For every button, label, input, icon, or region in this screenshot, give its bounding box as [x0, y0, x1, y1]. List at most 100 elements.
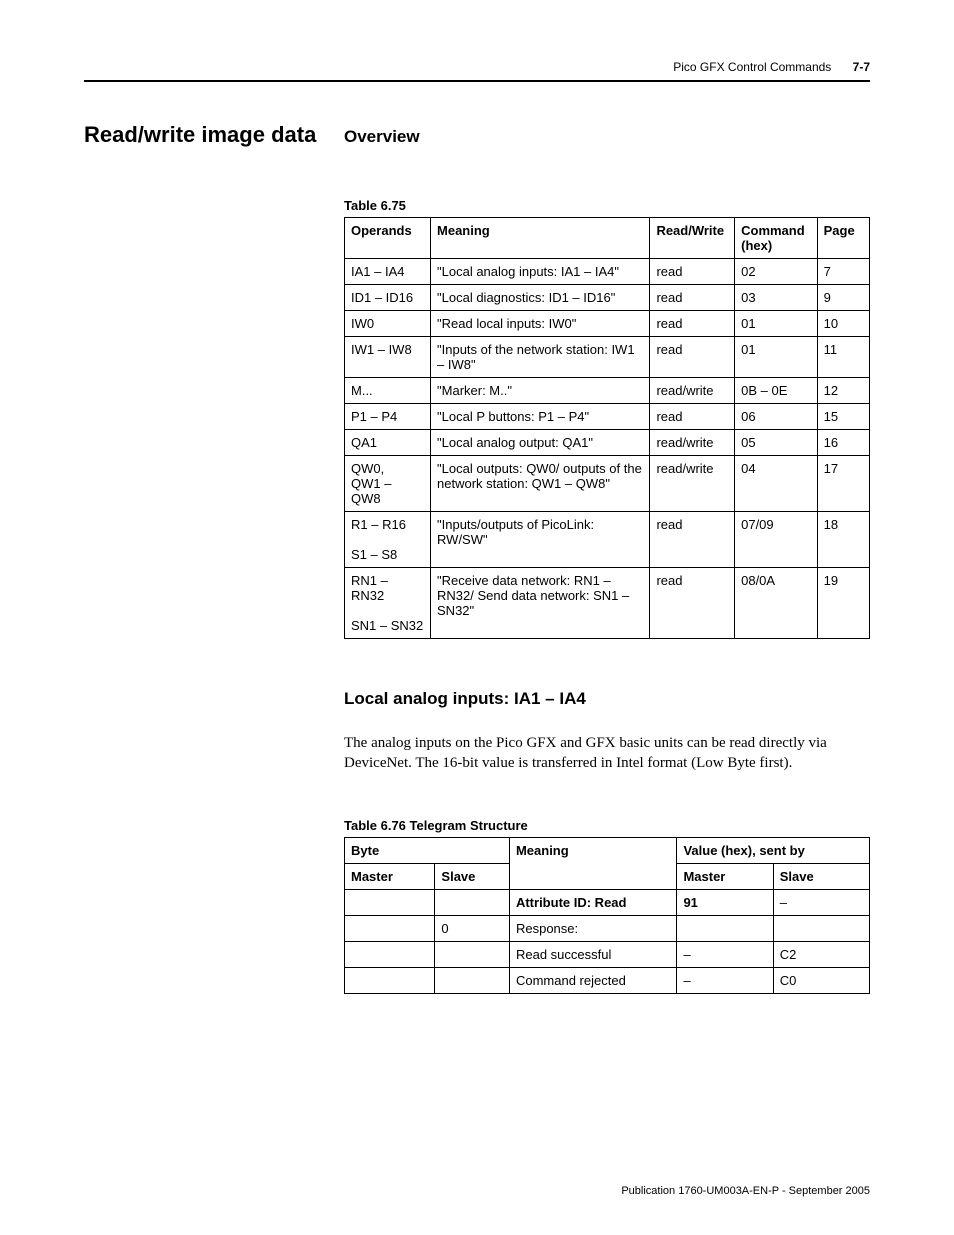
table-cell: –: [773, 889, 869, 915]
table-cell: 11: [817, 337, 869, 378]
table-cell: R1 – R16 S1 – S8: [345, 512, 431, 568]
table-row: QW0, QW1 – QW8"Local outputs: QW0/ outpu…: [345, 456, 870, 512]
table-cell: read: [650, 285, 735, 311]
table-cell: –: [677, 941, 773, 967]
th-meaning: Meaning: [509, 837, 676, 889]
table-cell: Command rejected: [509, 967, 676, 993]
table-cell: "Receive data network: RN1 – RN32/ Send …: [431, 568, 650, 639]
running-header: Pico GFX Control Commands 7-7: [84, 60, 870, 74]
table-cell: read: [650, 512, 735, 568]
table-676: Byte Meaning Value (hex), sent by Master…: [344, 837, 870, 994]
th-val-master: Master: [677, 863, 773, 889]
table-cell: 12: [817, 378, 869, 404]
table-cell: "Local diagnostics: ID1 – ID16": [431, 285, 650, 311]
table-cell: [345, 889, 435, 915]
title-row: Read/write image data Overview: [84, 122, 870, 148]
table-cell: 06: [735, 404, 818, 430]
content-column: Table 6.75 Operands Meaning Read/Write C…: [344, 198, 870, 994]
overview-title: Overview: [344, 127, 420, 147]
subsection-title: Local analog inputs: IA1 – IA4: [344, 689, 870, 709]
table-row: IA1 – IA4"Local analog inputs: IA1 – IA4…: [345, 259, 870, 285]
table-cell: RN1 – RN32 SN1 – SN32: [345, 568, 431, 639]
table-cell: 91: [677, 889, 773, 915]
table-cell: "Local analog inputs: IA1 – IA4": [431, 259, 650, 285]
table-cell: "Inputs of the network station: IW1 – IW…: [431, 337, 650, 378]
table-row: Attribute ID: Read91–: [345, 889, 870, 915]
table-row: P1 – P4"Local P buttons: P1 – P4"read061…: [345, 404, 870, 430]
table-cell: read/write: [650, 378, 735, 404]
table-cell: read: [650, 259, 735, 285]
table-cell: C2: [773, 941, 869, 967]
table-row: M..."Marker: M.."read/write0B – 0E12: [345, 378, 870, 404]
table-cell: read: [650, 568, 735, 639]
table-cell: read: [650, 404, 735, 430]
table-cell: [345, 941, 435, 967]
table-cell: [345, 915, 435, 941]
table-header-row: Operands Meaning Read/Write Command (hex…: [345, 218, 870, 259]
table-cell: [345, 967, 435, 993]
table-row: QA1"Local analog output: QA1"read/write0…: [345, 430, 870, 456]
th-page: Page: [817, 218, 869, 259]
table-cell: 05: [735, 430, 818, 456]
table-cell: 0: [435, 915, 510, 941]
th-value: Value (hex), sent by: [677, 837, 870, 863]
table-row: Read successful–C2: [345, 941, 870, 967]
table-cell: 07/09: [735, 512, 818, 568]
header-rule: [84, 80, 870, 82]
table-cell: "Local P buttons: P1 – P4": [431, 404, 650, 430]
th-byte: Byte: [345, 837, 510, 863]
table-cell: "Local analog output: QA1": [431, 430, 650, 456]
table-cell: 10: [817, 311, 869, 337]
table-676-caption: Table 6.76 Telegram Structure: [344, 818, 870, 833]
table-cell: 0B – 0E: [735, 378, 818, 404]
table-cell: [435, 941, 510, 967]
table-cell: "Marker: M..": [431, 378, 650, 404]
table-row: IW1 – IW8"Inputs of the network station:…: [345, 337, 870, 378]
table-cell: ID1 – ID16: [345, 285, 431, 311]
table-cell: QW0, QW1 – QW8: [345, 456, 431, 512]
table-cell: read/write: [650, 456, 735, 512]
table-cell: QA1: [345, 430, 431, 456]
table-cell: 17: [817, 456, 869, 512]
table-cell: 19: [817, 568, 869, 639]
table-row: R1 – R16 S1 – S8"Inputs/outputs of PicoL…: [345, 512, 870, 568]
table-cell: read: [650, 311, 735, 337]
table-cell: [435, 967, 510, 993]
section-title: Read/write image data: [84, 122, 344, 148]
table-cell: Attribute ID: Read: [509, 889, 676, 915]
table-cell: M...: [345, 378, 431, 404]
table-row: RN1 – RN32 SN1 – SN32"Receive data netwo…: [345, 568, 870, 639]
table-cell: "Inputs/outputs of PicoLink: RW/SW": [431, 512, 650, 568]
table-cell: Response:: [509, 915, 676, 941]
table-cell: read: [650, 337, 735, 378]
table-row: ID1 – ID16"Local diagnostics: ID1 – ID16…: [345, 285, 870, 311]
table-cell: C0: [773, 967, 869, 993]
th-operands: Operands: [345, 218, 431, 259]
table-cell: IW1 – IW8: [345, 337, 431, 378]
body-paragraph: The analog inputs on the Pico GFX and GF…: [344, 733, 870, 774]
table-cell: [677, 915, 773, 941]
table-cell: [773, 915, 869, 941]
table-cell: –: [677, 967, 773, 993]
table-cell: 15: [817, 404, 869, 430]
table-cell: IA1 – IA4: [345, 259, 431, 285]
th-meaning: Meaning: [431, 218, 650, 259]
table-cell: 9: [817, 285, 869, 311]
table-cell: 01: [735, 337, 818, 378]
table-row: IW0"Read local inputs: IW0"read0110: [345, 311, 870, 337]
table-cell: 08/0A: [735, 568, 818, 639]
table-cell: "Local outputs: QW0/ outputs of the netw…: [431, 456, 650, 512]
th-val-slave: Slave: [773, 863, 869, 889]
table-cell: 03: [735, 285, 818, 311]
page: Pico GFX Control Commands 7-7 Read/write…: [0, 0, 954, 1235]
table-cell: 7: [817, 259, 869, 285]
th-command: Command (hex): [735, 218, 818, 259]
table-cell: Read successful: [509, 941, 676, 967]
table-row: Command rejected–C0: [345, 967, 870, 993]
table-cell: IW0: [345, 311, 431, 337]
th-readwrite: Read/Write: [650, 218, 735, 259]
table-cell: [435, 889, 510, 915]
table-header-row: Byte Meaning Value (hex), sent by: [345, 837, 870, 863]
table-cell: "Read local inputs: IW0": [431, 311, 650, 337]
table-675: Operands Meaning Read/Write Command (hex…: [344, 217, 870, 639]
